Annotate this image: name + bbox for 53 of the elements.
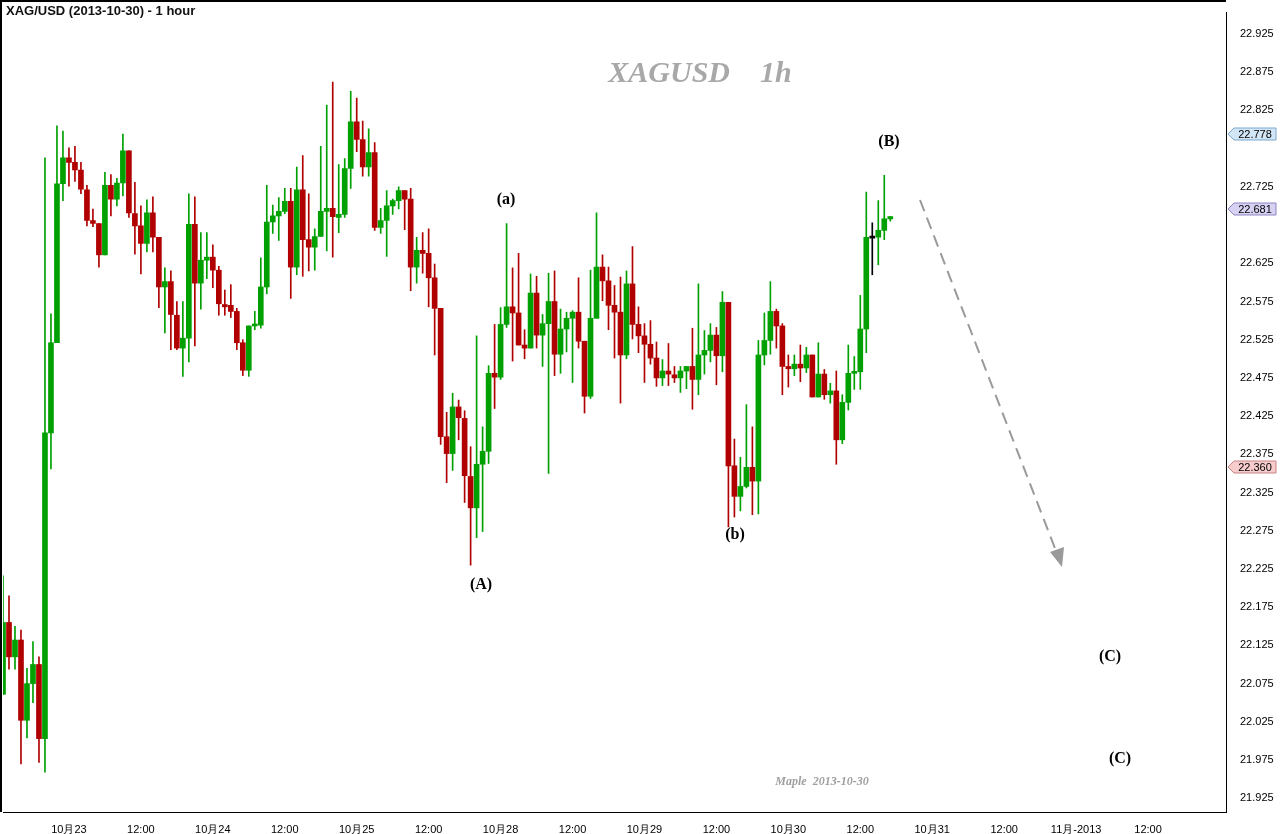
candlestick bbox=[827, 382, 834, 404]
y-tick-label: 22.575 bbox=[1240, 294, 1274, 307]
x-tick-label: 12:00 bbox=[127, 822, 155, 834]
y-tick-label: 22.025 bbox=[1240, 714, 1274, 727]
x-tick-label: 11月-2013 bbox=[1050, 822, 1102, 834]
x-tick-label: 12:00 bbox=[702, 822, 731, 834]
candlestick bbox=[329, 81, 336, 258]
y-tick-label: 22.325 bbox=[1240, 485, 1274, 498]
x-tick-label: 12:00 bbox=[558, 822, 587, 834]
y-tick-label: 22.525 bbox=[1240, 332, 1274, 345]
y-tick-label: 21.975 bbox=[1240, 753, 1274, 766]
x-tick-label: 10月29 bbox=[626, 822, 663, 834]
y-tick-label: 21.925 bbox=[1240, 791, 1274, 804]
text: XAGUSD 1h bbox=[606, 55, 793, 89]
annotation: Maple 2013-10-30 bbox=[774, 774, 869, 789]
y-tick-label: 22.475 bbox=[1240, 370, 1274, 383]
x-tick-label: 10月30 bbox=[770, 822, 807, 834]
x-tick-label: 10月28 bbox=[482, 822, 519, 834]
candlestick bbox=[401, 190, 408, 230]
x-tick-label: 12:00 bbox=[1134, 822, 1162, 834]
y-tick-label: 22.075 bbox=[1240, 676, 1274, 689]
y-tick-label: 22.275 bbox=[1240, 523, 1274, 536]
y-tick-label: 22.425 bbox=[1240, 409, 1274, 422]
y-tick-label: 22.875 bbox=[1240, 65, 1274, 78]
x-tick-label: 12:00 bbox=[990, 822, 1018, 834]
annotation: (a) bbox=[496, 190, 516, 209]
text: 22.681 bbox=[1238, 202, 1272, 215]
chart-title: XAG/USD (2013-10-30) - 1 hour bbox=[6, 3, 196, 18]
y-tick-label: 22.725 bbox=[1240, 179, 1274, 192]
annotation: (b) bbox=[725, 525, 745, 544]
y-tick-label: 22.825 bbox=[1240, 103, 1274, 116]
y-tick-label: 22.175 bbox=[1240, 600, 1274, 613]
x-tick-label: 10月25 bbox=[338, 822, 375, 834]
text: 22.778 bbox=[1238, 127, 1272, 140]
y-tick-label: 22.125 bbox=[1240, 638, 1274, 651]
y-tick-label: 22.625 bbox=[1240, 256, 1274, 269]
y-tick-label: 22.925 bbox=[1240, 27, 1274, 40]
y-tick-label: 22.225 bbox=[1240, 562, 1274, 574]
annotation: (B) bbox=[878, 132, 900, 151]
text: 22.360 bbox=[1238, 460, 1272, 473]
annotation: (A) bbox=[469, 575, 493, 594]
annotation: (C) bbox=[1108, 749, 1132, 768]
candlestick bbox=[269, 204, 276, 234]
x-tick-label: 10月31 bbox=[914, 822, 950, 834]
candlestick bbox=[162, 267, 168, 334]
x-tick-label: 12:00 bbox=[414, 822, 443, 834]
x-tick-label: 10月24 bbox=[195, 822, 231, 834]
y-tick-label: 22.375 bbox=[1240, 447, 1274, 460]
x-tick-label: 10月23 bbox=[51, 822, 87, 834]
x-tick-label: 12:00 bbox=[271, 822, 299, 834]
x-tick-label: 12:00 bbox=[846, 822, 875, 834]
candlestick bbox=[180, 301, 186, 377]
annotation: (C) bbox=[1098, 647, 1122, 666]
